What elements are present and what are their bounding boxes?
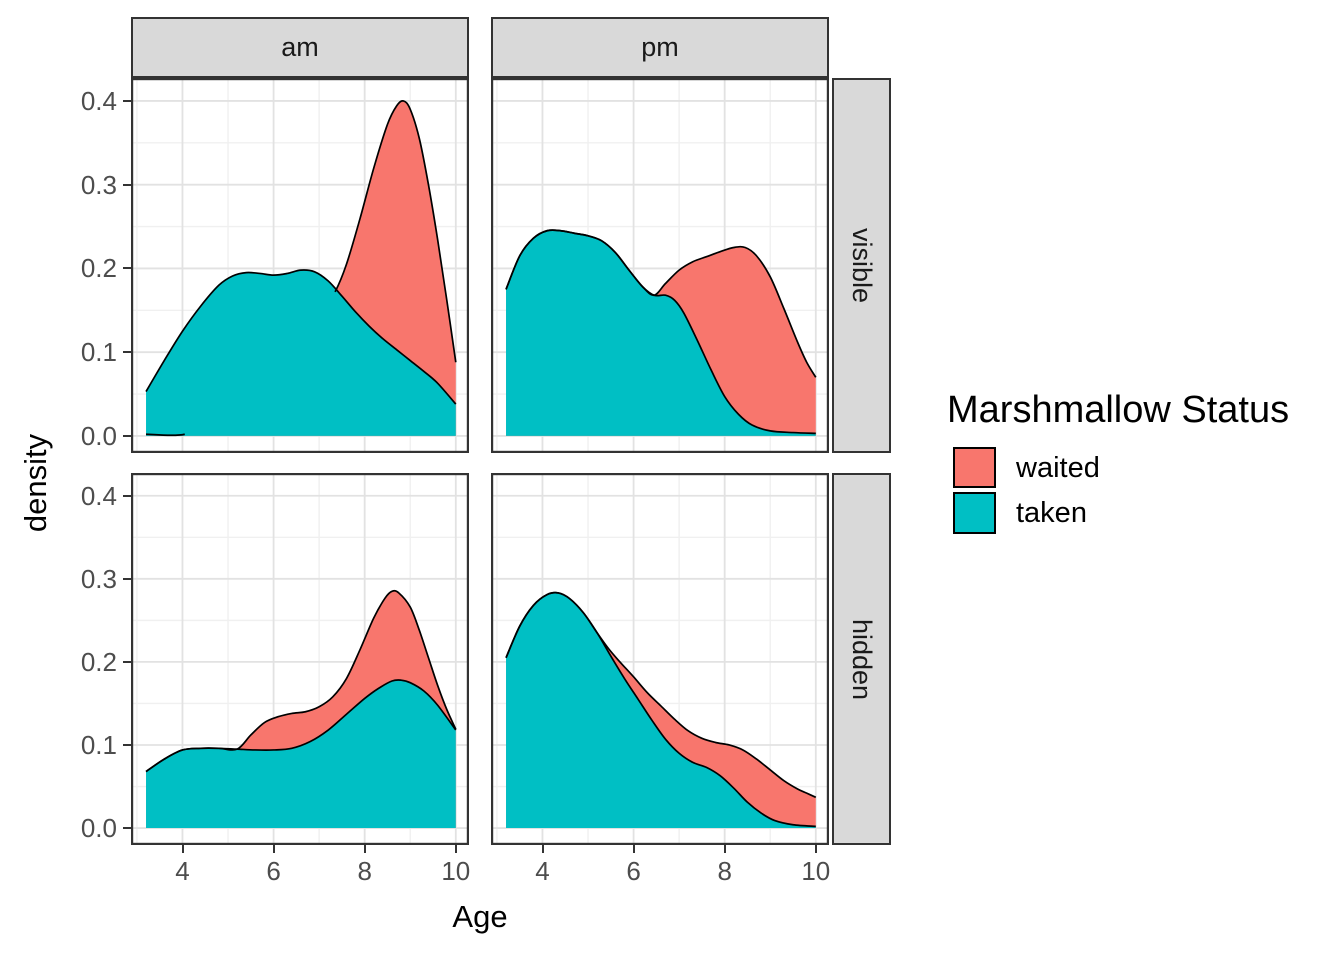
y-tick-mark (123, 660, 131, 663)
x-tick-label: 8 (717, 856, 732, 886)
x-tick-label: 10 (801, 856, 831, 886)
legend-label-taken: taken (1016, 497, 1087, 529)
y-tick-label: 0.1 (80, 337, 117, 368)
x-tick-label: 6 (626, 856, 641, 886)
y-axis-title: density (18, 433, 53, 533)
y-tick-mark (123, 827, 131, 830)
x-tick-mark (814, 845, 817, 853)
y-tick-label: 0.1 (80, 730, 117, 760)
x-tick-mark (181, 845, 184, 853)
y-tick-label: 0.3 (80, 563, 117, 594)
panel-am-visible (131, 78, 469, 453)
x-axis-title: Age (452, 899, 508, 934)
y-tick-label: 0.4 (80, 480, 117, 511)
x-tick-label: 10 (441, 856, 471, 886)
x-tick-mark (541, 845, 544, 853)
legend-label-waited: waited (1016, 452, 1100, 484)
x-tick-mark (363, 845, 366, 853)
x-tick-mark (723, 845, 726, 853)
legend-key-waited (953, 447, 996, 488)
legend-key-taken (953, 492, 996, 534)
x-tick-label: 4 (175, 856, 190, 886)
panel-am-hidden (131, 473, 469, 845)
y-tick-mark (123, 434, 131, 437)
y-tick-mark (123, 183, 131, 186)
facet-strip-hidden-label: hidden (847, 618, 877, 700)
y-tick-label: 0.0 (80, 420, 117, 451)
y-tick-mark (123, 99, 131, 102)
x-tick-mark (272, 845, 275, 853)
facet-strip-am-label: am (281, 32, 319, 62)
x-tick-label: 8 (357, 856, 372, 886)
x-tick-label: 6 (266, 856, 281, 886)
legend-title: Marshmallow Status (947, 389, 1290, 431)
y-tick-label: 0.3 (80, 169, 117, 200)
y-tick-label: 0.2 (80, 646, 117, 677)
y-tick-mark (123, 494, 131, 497)
panel-pm-hidden (491, 473, 829, 845)
facet-strip-am: am (131, 17, 469, 78)
facet-strip-pm-label: pm (641, 32, 679, 62)
facet-strip-visible-label: visible (847, 227, 877, 304)
y-tick-mark (123, 577, 131, 580)
facet-strip-hidden: hidden (832, 473, 891, 845)
facet-strip-pm: pm (491, 17, 829, 78)
x-tick-mark (454, 845, 457, 853)
y-tick-label: 0.2 (80, 253, 117, 284)
y-tick-label: 0.4 (80, 85, 117, 116)
y-tick-mark (123, 351, 131, 354)
y-tick-mark (123, 267, 131, 270)
x-tick-label: 4 (535, 856, 550, 886)
facet-strip-visible: visible (832, 78, 891, 453)
y-tick-mark (123, 744, 131, 746)
panel-pm-visible (491, 78, 829, 453)
y-tick-label: 0.0 (80, 813, 117, 844)
x-tick-mark (632, 845, 635, 853)
